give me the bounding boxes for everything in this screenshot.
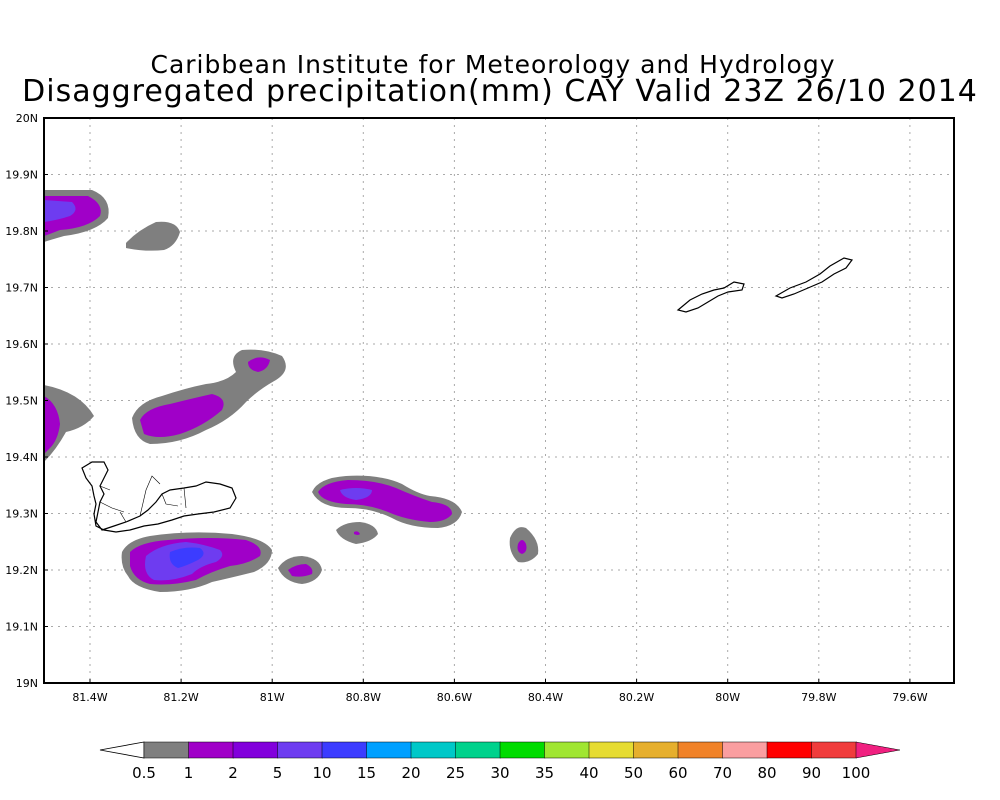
legend-swatch <box>277 741 323 759</box>
legend-label: 40 <box>579 764 598 782</box>
precip-area-purple <box>288 564 313 577</box>
precip-area-purple <box>140 394 224 437</box>
grand-cayman-outline <box>81 461 237 533</box>
legend-label: 60 <box>668 764 687 782</box>
y-tick-label: 19.2N <box>5 564 38 577</box>
precip-area-purple <box>44 396 60 454</box>
y-tick-label: 19.4N <box>5 451 38 464</box>
gridlines <box>44 118 954 683</box>
legend-label: 70 <box>713 764 732 782</box>
legend-swatch <box>366 741 412 759</box>
precip-area-purple <box>354 531 360 535</box>
y-tick-label: 19.5N <box>5 395 38 408</box>
legend-label: 50 <box>624 764 643 782</box>
legend-swatch <box>633 741 679 759</box>
legend-label: 5 <box>273 764 283 782</box>
legend-arrow-left <box>99 741 145 759</box>
x-tick-label: 81.4W <box>72 691 107 704</box>
legend-swatch <box>188 741 234 759</box>
precip-area-purple <box>248 357 270 372</box>
y-tick-label: 19.3N <box>5 508 38 521</box>
legend-swatch <box>321 741 368 759</box>
x-tick-label: 80.2W <box>619 691 654 704</box>
legend-label: 20 <box>401 764 420 782</box>
y-tick-label: 19.8N <box>5 225 38 238</box>
x-tick-label: 79.6W <box>892 691 927 704</box>
legend-label: 90 <box>802 764 821 782</box>
precip-area-gray <box>44 385 94 462</box>
legend-swatch <box>232 741 279 759</box>
legend-swatch <box>143 741 190 759</box>
precipitation-contours <box>44 190 539 592</box>
x-tick-label: 80.4W <box>528 691 563 704</box>
legend-swatch <box>588 741 635 759</box>
legend-label: 35 <box>535 764 554 782</box>
legend-swatch <box>410 741 457 759</box>
x-axis-labels: 81.4W 81.2W 81W 80.8W 80.6W 80.4W 80.2W 80W 79.8… <box>72 679 928 704</box>
y-tick-label: 19.1N <box>5 621 38 634</box>
y-tick-label: 19.9N <box>5 169 38 182</box>
title-line-1: Caribbean Institute for Meteorology and … <box>150 50 836 79</box>
legend-swatch <box>766 741 813 759</box>
x-tick-label: 81W <box>260 691 285 704</box>
y-tick-label: 19N <box>16 677 38 690</box>
precip-area-deepblue <box>169 547 204 568</box>
legend-arrow-right <box>855 741 901 759</box>
x-tick-label: 80.8W <box>346 691 381 704</box>
legend-swatch <box>811 741 857 759</box>
y-tick-label: 19.6N <box>5 338 38 351</box>
legend-swatch <box>544 741 590 759</box>
legend-swatch <box>722 741 768 759</box>
precip-area-blue <box>340 488 372 500</box>
little-cayman-outline <box>676 281 745 313</box>
legend-label: 80 <box>757 764 776 782</box>
legend-label: 2 <box>228 764 238 782</box>
y-axis-labels: 20N 19.9N 19.8N 19.7N 19.6N 19.5N 19.4N 19.3N 19… <box>5 112 48 690</box>
legend-label: 100 <box>842 764 871 782</box>
legend-label: 1 <box>184 764 194 782</box>
legend-swatch <box>455 741 501 759</box>
legend-label: 0.5 <box>132 764 156 782</box>
legend-label: 25 <box>446 764 465 782</box>
x-tick-label: 79.8W <box>801 691 836 704</box>
legend-swatch <box>499 741 546 759</box>
legend-label: 15 <box>357 764 376 782</box>
legend-label: 10 <box>312 764 331 782</box>
precip-area-gray <box>126 221 180 251</box>
y-tick-label: 20N <box>16 112 38 125</box>
legend-swatch <box>677 741 724 759</box>
color-legend: 0.5 1 2 5 10 15 20 25 30 35 40 50 60 70 80 90 100 <box>99 741 901 782</box>
x-tick-label: 81.2W <box>163 691 198 704</box>
y-tick-label: 19.7N <box>5 282 38 295</box>
precip-area-blue <box>44 200 76 222</box>
precip-area-purple <box>517 540 527 554</box>
x-tick-label: 80W <box>715 691 740 704</box>
island-outlines <box>81 257 854 533</box>
legend-label: 30 <box>490 764 509 782</box>
cayman-brac-outline <box>774 257 854 299</box>
title-line-2: Disaggregated precipitation(mm) CAY Vali… <box>22 74 978 109</box>
grand-cayman-inner-lines <box>99 475 187 523</box>
x-tick-label: 80.6W <box>437 691 472 704</box>
